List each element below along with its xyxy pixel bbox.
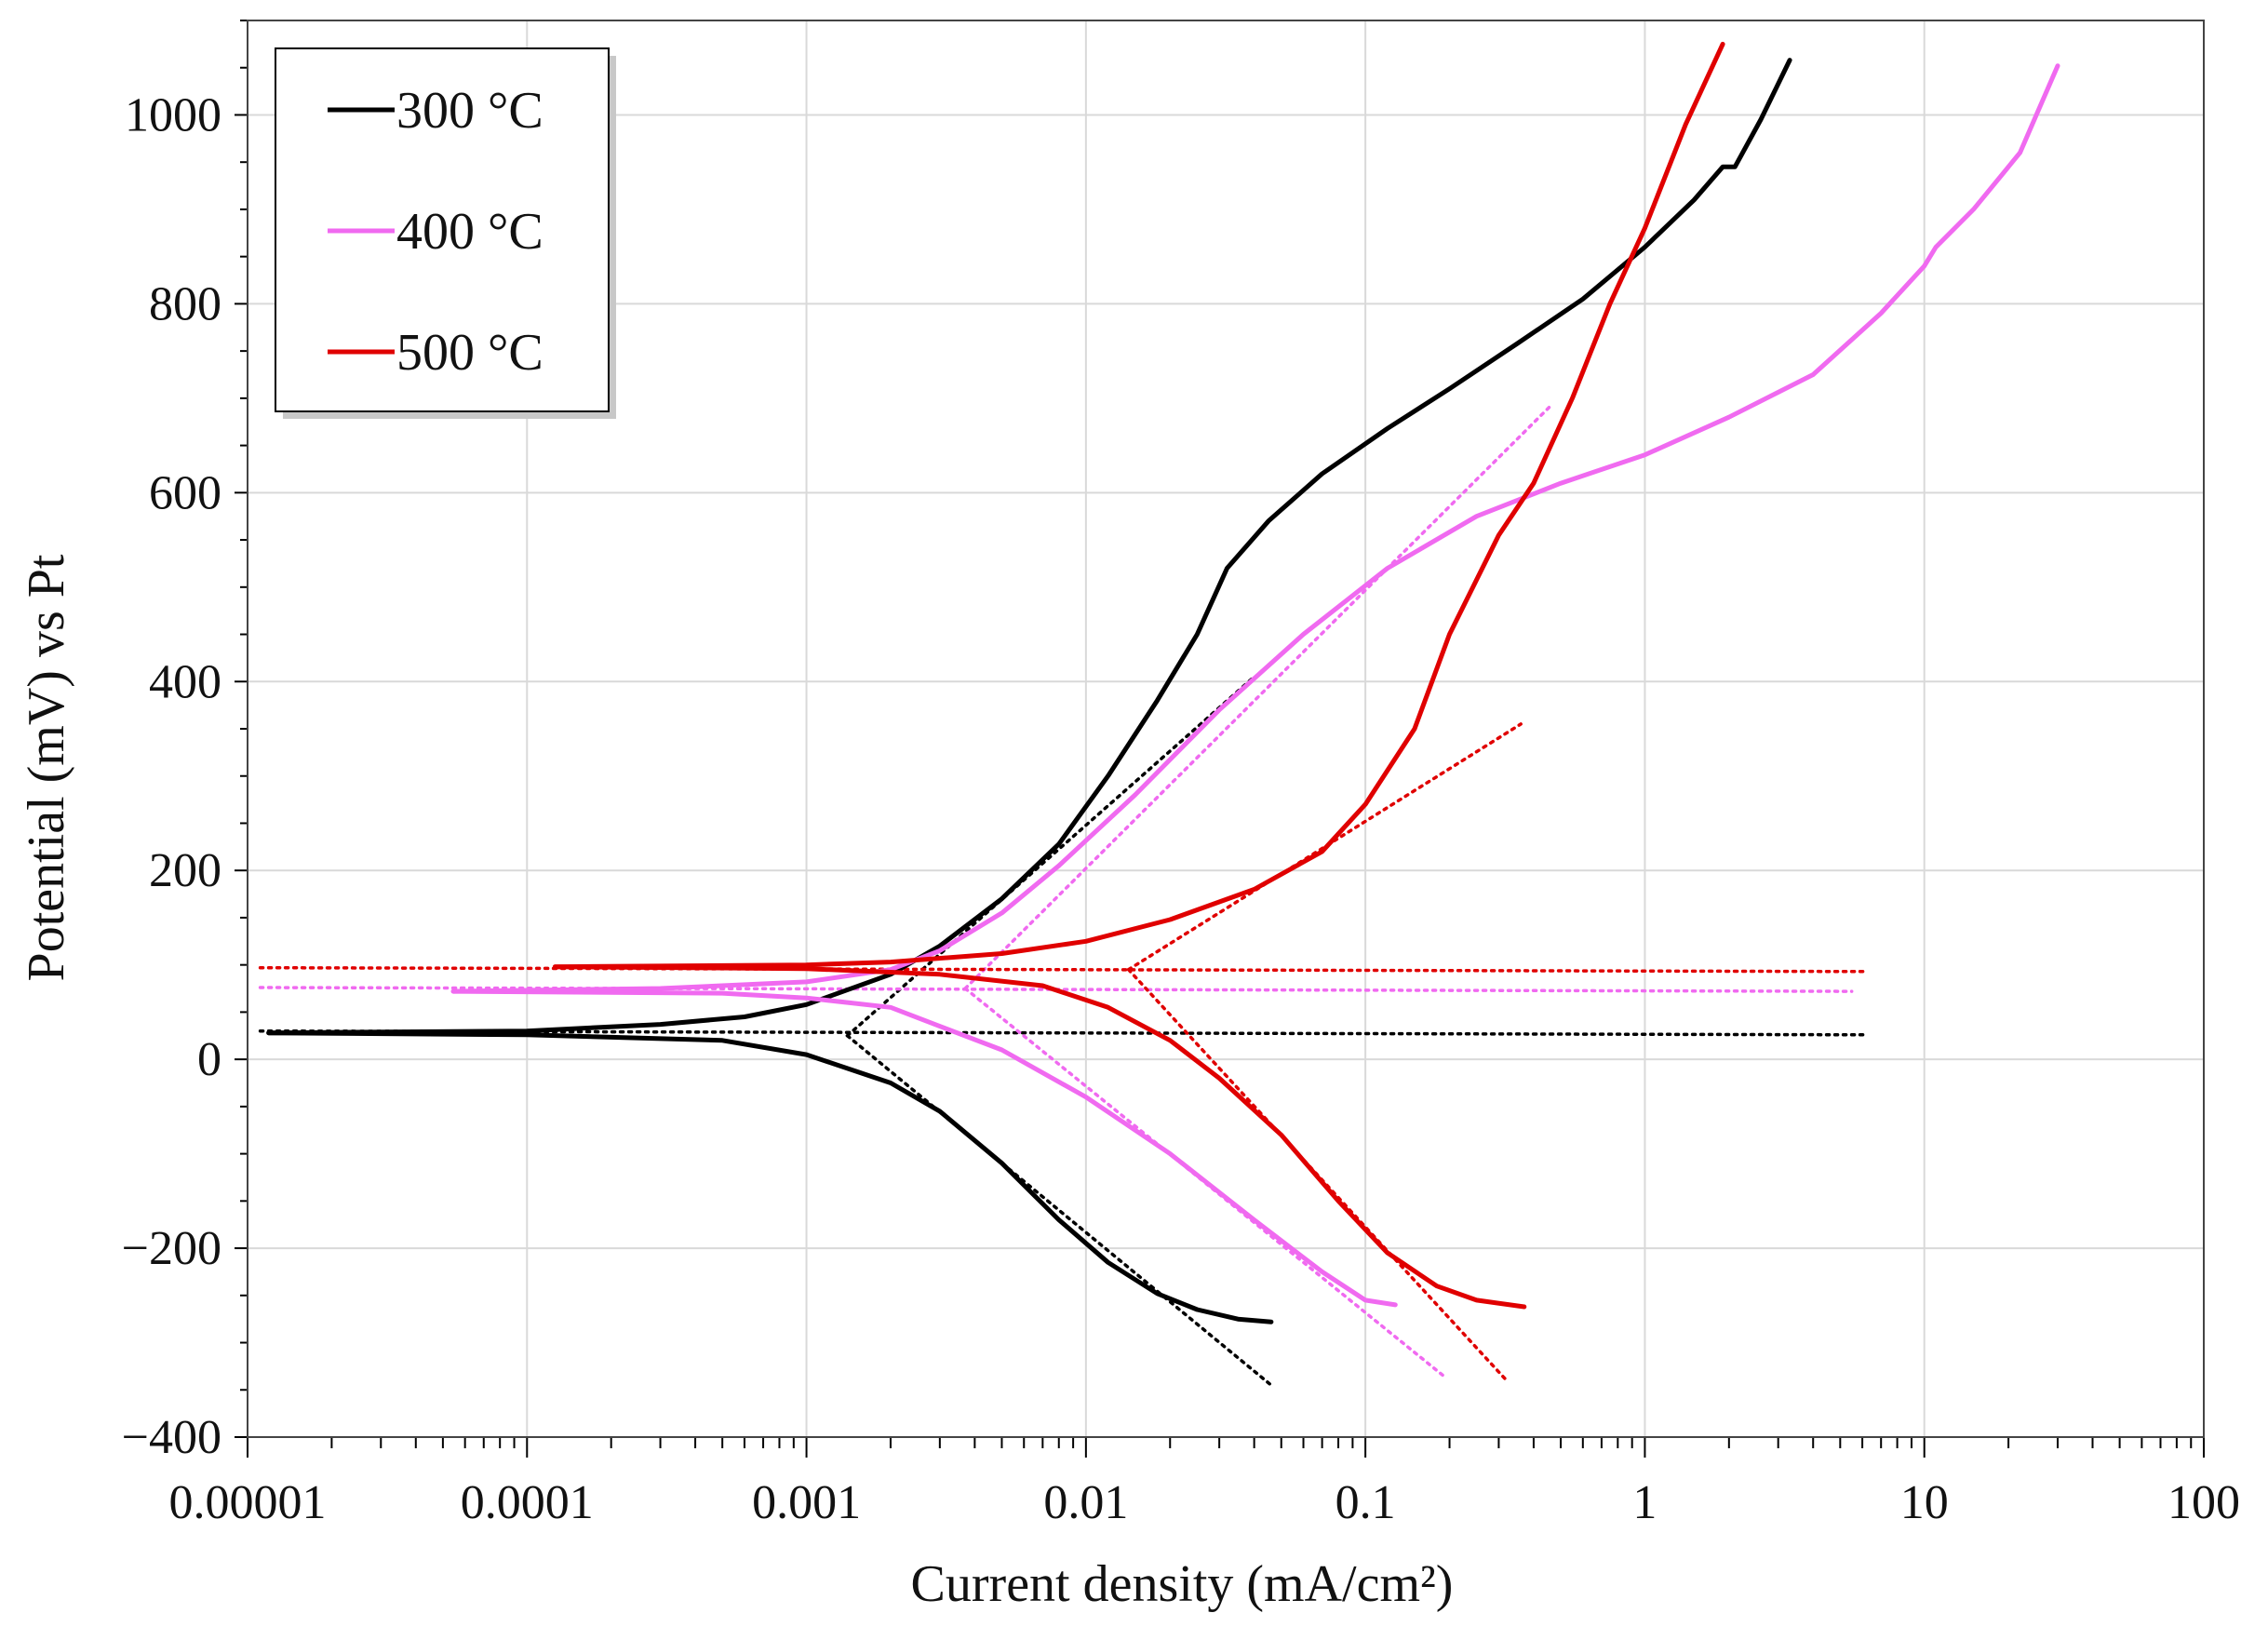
x-axis-title: Current density (mA/cm²) <box>911 1555 1454 1613</box>
y-tick-label: 600 <box>149 466 221 519</box>
tafel-line <box>845 1034 1273 1387</box>
y-tick-labels: −400 −200 0 200 400 600 800 1000 <box>122 88 221 1464</box>
plot-frame <box>247 20 2205 1438</box>
tafel-line <box>963 404 1552 990</box>
x-tick-label: 0.00001 <box>169 1476 327 1529</box>
tafel-line <box>845 675 1256 1038</box>
legend-label: 300 °C <box>396 82 544 140</box>
series-cathodic-curve <box>450 988 1398 1308</box>
series-cathodic-curve <box>266 1030 1274 1324</box>
y-tick-label: 800 <box>149 277 221 330</box>
legend: 300 °C 400 °C 500 °C <box>275 47 616 419</box>
y-tick-label: 400 <box>149 655 221 708</box>
y-tick-label: 200 <box>149 844 221 897</box>
legend-items: 300 °C 400 °C 500 °C <box>328 82 544 382</box>
x-tick-label: 0.0001 <box>461 1476 594 1529</box>
series-cathodic-curve <box>552 964 1527 1310</box>
x-tick-label: 1 <box>1632 1476 1657 1529</box>
series-anodic-curve <box>552 41 1725 970</box>
tafel-line <box>258 965 1867 974</box>
legend-label: 400 °C <box>396 203 544 261</box>
legend-label: 500 °C <box>396 324 544 382</box>
x-tick-label: 10 <box>1900 1476 1949 1529</box>
x-tick-label: 100 <box>2167 1476 2240 1529</box>
y-tick-label: −200 <box>122 1222 221 1275</box>
tafel-line <box>963 987 1445 1378</box>
y-tick-label: 0 <box>197 1033 221 1086</box>
y-tick-label: 1000 <box>125 88 221 141</box>
x-tick-labels: 0.00001 0.0001 0.001 0.01 0.1 1 10 100 <box>169 1476 2241 1529</box>
x-tick-label: 0.001 <box>752 1476 861 1529</box>
minor-ticks <box>240 20 2193 1448</box>
series-anodic-curve <box>266 58 1792 1036</box>
tafel-line <box>1126 722 1523 972</box>
y-axis-title: Potential (mV) vs Pt <box>18 554 75 981</box>
axes <box>235 20 2205 1458</box>
x-tick-label: 0.01 <box>1043 1476 1128 1529</box>
x-tick-label: 0.1 <box>1335 1476 1396 1529</box>
y-tick-label: −400 <box>122 1411 221 1464</box>
series-curves <box>266 41 2060 1324</box>
